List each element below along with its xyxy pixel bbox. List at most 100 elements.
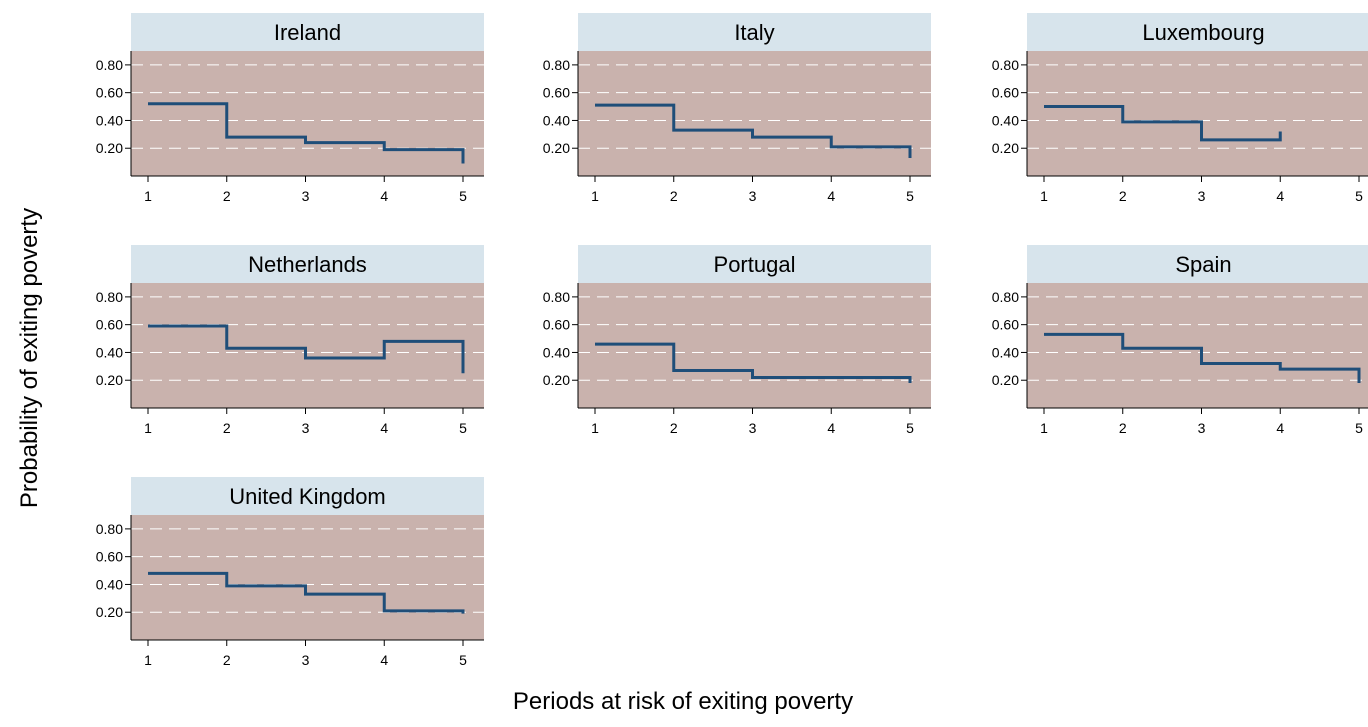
x-tick-label: 3 [749,420,757,436]
y-tick-label: 0.80 [96,57,123,73]
series-step-line [148,324,465,374]
y-tick-label: 0.80 [543,57,570,73]
panel-title: Italy [734,20,774,45]
panel-portugal: Portugal 0.20 0.40 0.60 0.80 1 2 3 4 5 [543,245,931,436]
x-tick-label: 3 [302,652,310,668]
panel-title: Luxembourg [1142,20,1264,45]
panel-title: Spain [1175,252,1231,277]
x-tick-label: 4 [380,188,388,204]
x-tick-label: 1 [1040,188,1048,204]
x-tick-label: 1 [144,188,152,204]
panel-title-strip [131,13,484,51]
y-tick-label: 0.40 [543,112,570,128]
y-tick-label: 0.40 [543,344,570,360]
x-axis-title-container: Periods at risk of exiting poverty [0,688,1368,716]
x-tick-label: 5 [1355,420,1363,436]
y-tick-label: 0.20 [543,372,570,388]
y-tick-label: 0.40 [96,344,123,360]
x-tick-label: 3 [302,188,310,204]
y-tick-label: 0.80 [992,57,1019,73]
panel-united-kingdom: United Kingdom 0.20 0.40 0.60 0.80 1 2 3 4 5 [96,477,484,668]
x-tick-label: 4 [827,188,835,204]
plot-area [131,51,484,176]
series-step-line [148,571,465,614]
y-tick-label: 0.20 [96,140,123,156]
panel-title: Ireland [274,20,341,45]
x-tick-label: 1 [1040,420,1048,436]
y-tick-label: 0.80 [96,521,123,537]
plot-area [1027,283,1368,408]
y-tick-label: 0.20 [96,372,123,388]
y-axis-title-container: Probability of exiting poverty [2,8,58,708]
x-tick-label: 2 [1119,420,1127,436]
y-tick-label: 0.40 [96,576,123,592]
y-tick-label: 0.80 [992,289,1019,305]
x-tick-label: 2 [223,420,231,436]
y-tick-label: 0.40 [992,112,1019,128]
panel-title-strip [131,245,484,283]
panel-italy: Italy 0.20 0.40 0.60 0.80 1 2 3 4 5 [543,13,931,204]
x-tick-label: 3 [749,188,757,204]
panel-spain: Spain 0.20 0.40 0.60 0.80 1 2 3 4 5 [992,245,1368,436]
y-tick-label: 0.60 [543,85,570,101]
x-tick-label: 4 [380,420,388,436]
x-tick-label: 4 [1276,420,1284,436]
x-tick-label: 4 [827,420,835,436]
x-tick-label: 2 [223,652,231,668]
x-tick-label: 3 [1198,420,1206,436]
panel-title: United Kingdom [229,484,386,509]
x-tick-label: 5 [459,188,467,204]
x-tick-label: 3 [302,420,310,436]
x-axis-title: Periods at risk of exiting poverty [512,688,854,715]
x-tick-label: 5 [1355,188,1363,204]
plot-area [1027,51,1368,176]
series-step-line [595,342,912,383]
x-tick-label: 5 [459,652,467,668]
x-tick-label: 1 [591,420,599,436]
panel-title-strip [578,13,931,51]
panel-netherlands: Netherlands 0.20 0.40 0.60 0.80 1 2 3 4 5 [96,245,484,436]
plot-area [578,51,931,176]
panel-title-strip [1027,13,1368,51]
y-tick-label: 0.60 [992,317,1019,333]
series-step-line [595,103,912,158]
panel-title-strip [1027,245,1368,283]
y-tick-label: 0.40 [992,344,1019,360]
panel-title: Netherlands [248,252,367,277]
x-tick-label: 5 [459,420,467,436]
y-tick-label: 0.40 [96,112,123,128]
x-tick-label: 1 [591,188,599,204]
y-tick-label: 0.60 [992,85,1019,101]
y-tick-label: 0.20 [992,372,1019,388]
panel-title-strip [131,477,484,515]
x-tick-label: 2 [670,420,678,436]
y-tick-label: 0.60 [96,317,123,333]
y-tick-label: 0.60 [96,549,123,565]
plot-area [131,283,484,408]
y-tick-label: 0.80 [96,289,123,305]
series-step-line [148,102,465,164]
panel-luxembourg: Luxembourg 0.20 0.40 0.60 0.80 1 2 3 4 5 [992,13,1368,204]
x-tick-label: 3 [1198,188,1206,204]
series-step-line [1044,332,1361,383]
series-step-line [1044,105,1282,142]
y-tick-label: 0.20 [543,140,570,156]
plot-area [131,515,484,640]
x-tick-label: 4 [1276,188,1284,204]
x-tick-label: 2 [223,188,231,204]
x-tick-label: 2 [1119,188,1127,204]
x-tick-label: 2 [670,188,678,204]
x-tick-label: 1 [144,420,152,436]
y-tick-label: 0.60 [96,85,123,101]
x-tick-label: 1 [144,652,152,668]
x-tick-label: 4 [380,652,388,668]
x-tick-label: 5 [906,420,914,436]
y-tick-label: 0.80 [543,289,570,305]
y-axis-title: Probability of exiting poverty [16,207,43,509]
panel-title: Portugal [714,252,796,277]
y-tick-label: 0.60 [543,317,570,333]
y-tick-label: 0.20 [96,604,123,620]
panel-ireland: Ireland 0.20 0.40 0.60 0.80 1 2 3 4 5 [96,13,484,204]
y-tick-label: 0.20 [992,140,1019,156]
